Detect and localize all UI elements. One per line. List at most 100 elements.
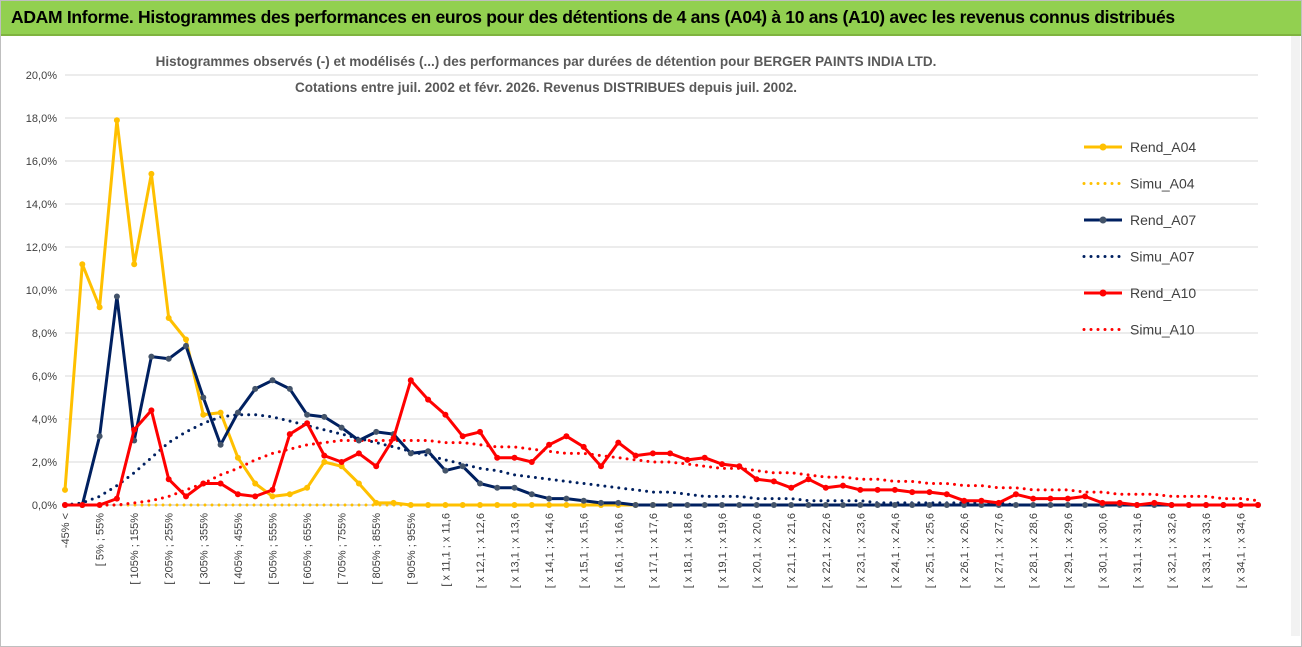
data-point: [580, 443, 587, 450]
y-tick-label: 12,0%: [26, 242, 57, 254]
data-point: [528, 502, 535, 508]
data-point: [684, 456, 691, 463]
data-point: [148, 170, 155, 177]
x-tick-label: [ x 30,1 ; x 30,6: [1097, 513, 1109, 588]
data-point: [770, 502, 777, 508]
data-point: [615, 439, 622, 446]
data-point: [217, 480, 224, 487]
data-point: [269, 377, 276, 384]
data-point: [425, 396, 432, 403]
data-point: [96, 304, 103, 311]
data-point: [407, 450, 414, 457]
data-point: [234, 409, 241, 416]
x-tick-label: [ 905% ; 955%: [406, 513, 418, 585]
series-line-Rend_A07: [65, 295, 1258, 507]
data-point: [183, 342, 189, 349]
data-point: [511, 454, 518, 461]
data-point: [926, 502, 933, 508]
data-point: [563, 495, 570, 502]
data-point: [736, 502, 743, 508]
chart-legend: Rend_A04 Simu_A04 Rend_A07 Simu_A07 Rend_A10…: [1082, 139, 1196, 338]
data-point: [943, 491, 950, 498]
legend-item-Simu_A04: Simu_A04: [1082, 176, 1195, 192]
x-tick-label: [ 505% ; 555%: [267, 513, 279, 585]
x-tick-label: [ x 17,1 ; x 17,6: [648, 513, 660, 588]
y-tick-label: 2,0%: [32, 457, 57, 469]
x-tick-label: [ x 32,1 ; x 32,6: [1167, 513, 1179, 588]
data-point: [511, 502, 518, 508]
data-point: [891, 502, 898, 508]
data-point: [62, 486, 68, 493]
data-point: [511, 484, 518, 491]
chart-scroll-edge: [1291, 36, 1300, 636]
data-point: [701, 454, 708, 461]
data-point: [96, 502, 103, 508]
y-tick-label: 6,0%: [32, 371, 57, 383]
x-tick-label: [ x 24,1 ; x 24,6: [890, 513, 902, 588]
x-axis-ticks: -45% < [ 5% ; 55% [ 105% ; 155% [ 205% ; 25…: [60, 513, 1248, 588]
legend-item-Rend_A07: Rend_A07: [1084, 212, 1196, 228]
data-point: [355, 437, 362, 444]
data-point: [113, 117, 120, 124]
x-tick-label: [ 405% ; 455%: [233, 513, 245, 585]
x-tick-label: [ 305% ; 355%: [198, 513, 210, 585]
legend-label: Simu_A07: [1130, 249, 1195, 265]
report-title: ADAM Informe. Histogrammes des performan…: [11, 7, 1175, 27]
data-point: [459, 433, 466, 440]
data-point: [978, 502, 985, 508]
data-point: [477, 480, 483, 487]
data-point: [442, 411, 449, 418]
data-point: [1203, 502, 1210, 508]
data-point: [321, 452, 328, 459]
x-tick-label: [ x 22,1 ; x 22,6: [821, 513, 833, 588]
legend-item-Rend_A04: Rend_A04: [1084, 139, 1196, 155]
data-point: [805, 502, 812, 508]
data-point: [1168, 502, 1175, 508]
data-point: [580, 497, 587, 504]
y-axis-ticks: 0,0% 2,0% 4,0% 6,0% 8,0% 10,0% 12,0% 14,0% 16,0%…: [26, 70, 57, 512]
data-point: [321, 413, 328, 420]
data-point: [805, 476, 812, 483]
data-point: [1082, 493, 1089, 500]
x-tick-label: [ x 13,1 ; x 13,6: [510, 513, 522, 588]
x-tick-label: [ 805% ; 855%: [371, 513, 383, 585]
data-point: [1047, 502, 1054, 508]
y-gridlines: [65, 74, 1258, 463]
data-point: [234, 491, 241, 498]
legend-item-Rend_A10: Rend_A10: [1084, 285, 1196, 301]
data-point: [165, 355, 172, 362]
data-point: [788, 502, 795, 508]
data-point: [598, 463, 604, 470]
x-tick-label: [ 205% ; 255%: [164, 513, 176, 585]
x-tick-label: [ x 31,1 ; x 31,6: [1132, 513, 1144, 588]
data-point: [338, 459, 345, 465]
y-tick-label: 16,0%: [26, 156, 57, 168]
data-point: [1255, 502, 1261, 508]
data-point: [252, 480, 259, 487]
data-point: [822, 502, 829, 508]
data-point: [217, 441, 224, 448]
data-point: [494, 502, 501, 508]
data-point: [546, 502, 553, 508]
data-point: [615, 499, 622, 506]
data-point: [891, 486, 898, 493]
data-point: [304, 411, 311, 418]
data-point: [183, 493, 189, 500]
y-tick-label: 20,0%: [26, 70, 57, 82]
x-tick-label: [ x 28,1 ; x 28,6: [1028, 513, 1040, 588]
data-point: [217, 409, 224, 416]
data-point: [770, 478, 777, 485]
data-point: [909, 502, 916, 508]
x-tick-label: [ x 16,1 ; x 16,6: [613, 513, 625, 588]
data-point: [113, 495, 120, 502]
y-tick-label: 10,0%: [26, 285, 57, 297]
data-point: [252, 493, 259, 500]
data-point: [1030, 495, 1037, 502]
data-point: [667, 502, 674, 508]
legend-item-Simu_A10: Simu_A10: [1082, 322, 1195, 338]
chart-subtitle: Cotations entre juil. 2002 et févr. 2026…: [295, 80, 797, 95]
data-point: [425, 448, 432, 455]
legend-marker: [1099, 216, 1107, 224]
